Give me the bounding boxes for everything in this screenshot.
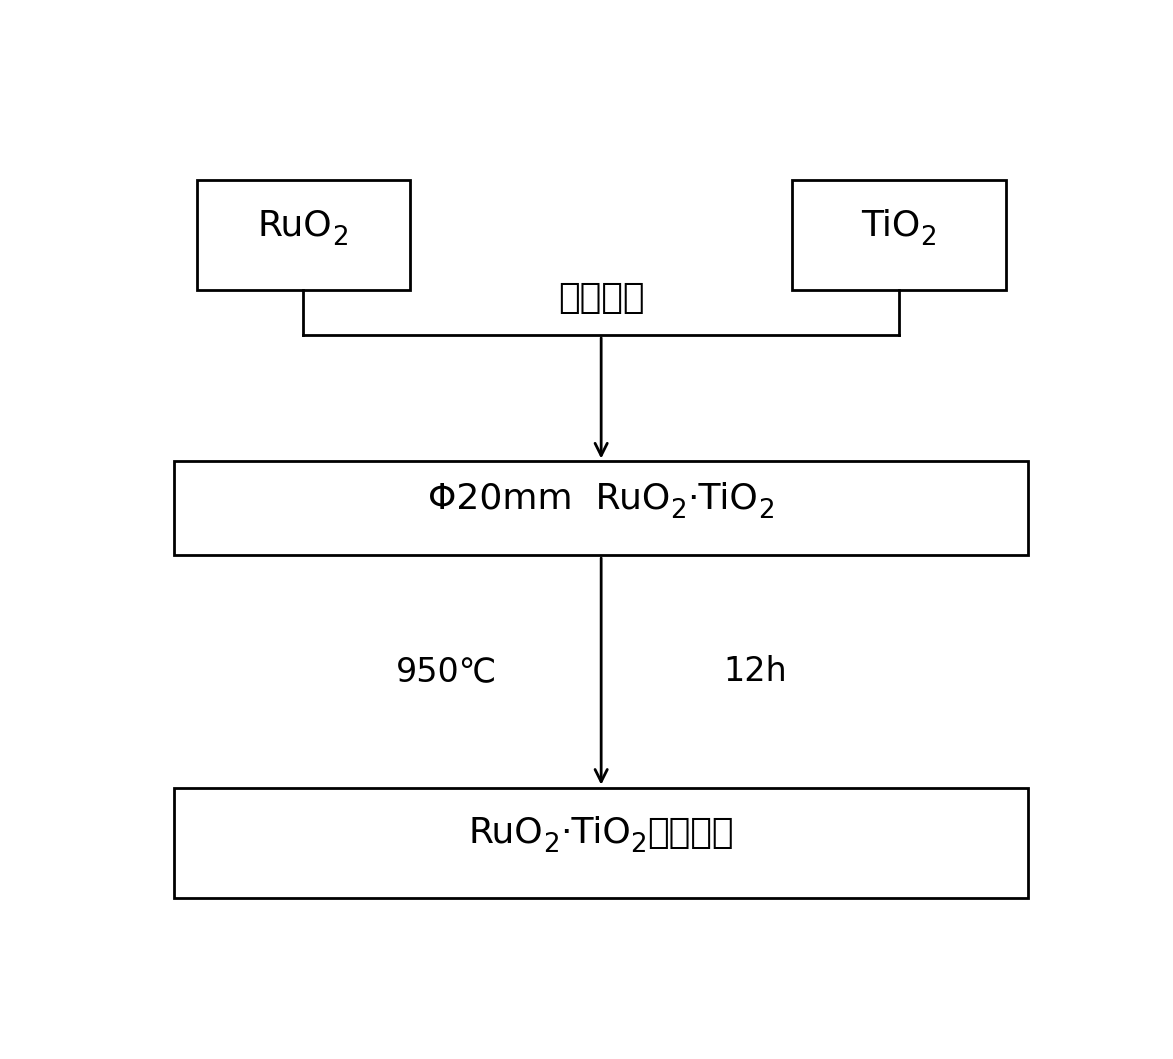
Text: RuO: RuO bbox=[258, 209, 332, 243]
Bar bbox=[197, 180, 411, 290]
Text: ·TiO: ·TiO bbox=[560, 815, 631, 849]
Text: Φ20mm  RuO: Φ20mm RuO bbox=[428, 481, 671, 516]
Text: 2: 2 bbox=[671, 498, 687, 524]
Text: 950℃: 950℃ bbox=[396, 654, 497, 688]
Text: ·TiO: ·TiO bbox=[687, 481, 758, 516]
Text: RuO: RuO bbox=[469, 815, 543, 849]
Text: 2: 2 bbox=[631, 832, 647, 859]
Text: 2: 2 bbox=[332, 225, 350, 251]
Text: 2: 2 bbox=[921, 225, 937, 251]
Text: TiO: TiO bbox=[861, 209, 921, 243]
Bar bbox=[174, 462, 1029, 555]
Bar bbox=[792, 180, 1005, 290]
Bar bbox=[174, 788, 1029, 898]
Text: 混合压块: 混合压块 bbox=[558, 281, 644, 315]
Text: 2: 2 bbox=[758, 498, 774, 524]
Text: 12h: 12h bbox=[724, 654, 787, 688]
Text: 2: 2 bbox=[543, 832, 560, 859]
Text: 阳极块体: 阳极块体 bbox=[647, 815, 733, 849]
